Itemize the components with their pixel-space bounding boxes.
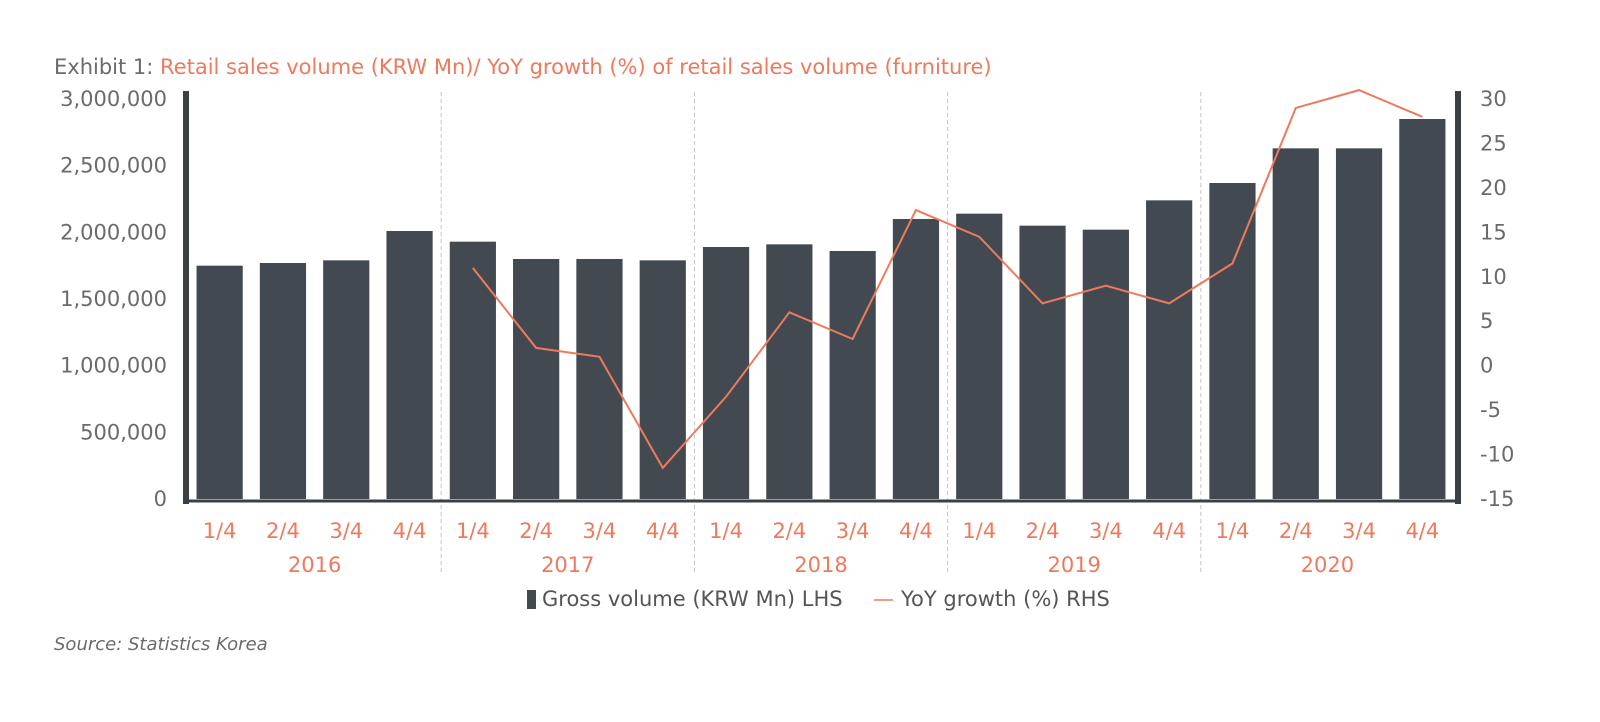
y-left-tick-label: 1,500,000 [60, 287, 167, 311]
x-tick-label: 3/4 [583, 519, 617, 543]
bar [1209, 183, 1256, 499]
bar [386, 231, 433, 499]
x-tick-label: 1/4 [456, 519, 490, 543]
y-right-tick-label: -15 [1480, 487, 1514, 511]
bar [639, 260, 686, 499]
x-tick-label: 3/4 [1089, 519, 1123, 543]
bar [1146, 200, 1193, 500]
y-right-tick-label: 0 [1480, 354, 1493, 378]
x-tick-label: 2/4 [1279, 519, 1313, 543]
bar [1335, 148, 1383, 500]
x-tick-label: 4/4 [393, 519, 427, 543]
y-left-tick-label: 1,000,000 [60, 354, 167, 378]
x-tick-label: 2/4 [1026, 519, 1060, 543]
x-tick-label: 2/4 [519, 519, 553, 543]
year-label: 2019 [1047, 553, 1100, 577]
year-label: 2018 [794, 553, 847, 577]
yoy-growth-line [472, 89, 1423, 470]
x-tick-label: 1/4 [203, 519, 237, 543]
y-left-tick-label: 3,000,000 [60, 87, 167, 111]
x-tick-label: 4/4 [646, 519, 680, 543]
legend: Gross volume (KRW Mn) LHS YoY growth (%)… [527, 587, 1110, 611]
y-left-tick-label: 500,000 [80, 420, 167, 444]
plot-area: 0 500,000 1,000,000 1,500,000 2,000,000 2,500… [60, 87, 1514, 577]
x-tick-label: 1/4 [709, 519, 743, 543]
y-right-tick-label: 20 [1480, 176, 1507, 200]
x-tick-label: 2/4 [772, 519, 806, 543]
source-note: Source: Statistics Korea [54, 634, 268, 655]
x-tick-label: 3/4 [329, 519, 363, 543]
legend-bar-label: Gross volume (KRW Mn) LHS [542, 587, 843, 611]
y-right-tick-label: 5 [1480, 309, 1493, 333]
y-right-tick-label: 15 [1480, 220, 1507, 244]
bar [1399, 119, 1446, 499]
y-right-tick-label: -10 [1480, 443, 1514, 467]
x-tick-label: 1/4 [1216, 519, 1250, 543]
bar [259, 263, 307, 499]
bar [576, 259, 623, 499]
x-tick-label: 4/4 [899, 519, 933, 543]
bar [1082, 229, 1129, 499]
x-tick-label: 2/4 [266, 519, 300, 543]
y-left-tick-label: 0 [154, 487, 167, 511]
y-right-tick-label: 25 [1480, 131, 1507, 155]
title-main: Retail sales volume (KRW Mn)/ YoY growth… [160, 55, 992, 79]
y-left-tick-label: 2,500,000 [60, 154, 167, 178]
bar [956, 213, 1003, 499]
bar [702, 247, 750, 499]
year-label: 2020 [1301, 553, 1354, 577]
chart-title: Exhibit 1: Retail sales volume (KRW Mn)/… [54, 55, 992, 79]
legend-bar-swatch [527, 590, 536, 609]
left-axis-line [183, 91, 189, 504]
bar [449, 241, 496, 499]
bar [196, 265, 243, 499]
bar [892, 219, 940, 499]
x-tick-label: 3/4 [1342, 519, 1376, 543]
bar [323, 260, 370, 499]
y-right-tick-label: 10 [1480, 265, 1507, 289]
year-label: 2017 [541, 553, 594, 577]
x-tick-label: 4/4 [1405, 519, 1439, 543]
y-right-tick-label: -5 [1480, 398, 1501, 422]
bar [1019, 225, 1066, 499]
legend-line-label: YoY growth (%) RHS [900, 587, 1110, 611]
x-tick-label: 4/4 [1152, 519, 1186, 543]
bar [1272, 148, 1319, 500]
bar [766, 244, 813, 499]
right-axis-line [1455, 91, 1461, 504]
x-tick-label: 1/4 [962, 519, 996, 543]
y-right-tick-label: 30 [1480, 87, 1507, 111]
bar [513, 259, 560, 499]
y-left-tick-label: 2,000,000 [60, 220, 167, 244]
title-prefix: Exhibit 1: [54, 55, 160, 79]
bar [829, 251, 876, 499]
x-tick-label: 3/4 [836, 519, 870, 543]
year-label: 2016 [288, 553, 341, 577]
